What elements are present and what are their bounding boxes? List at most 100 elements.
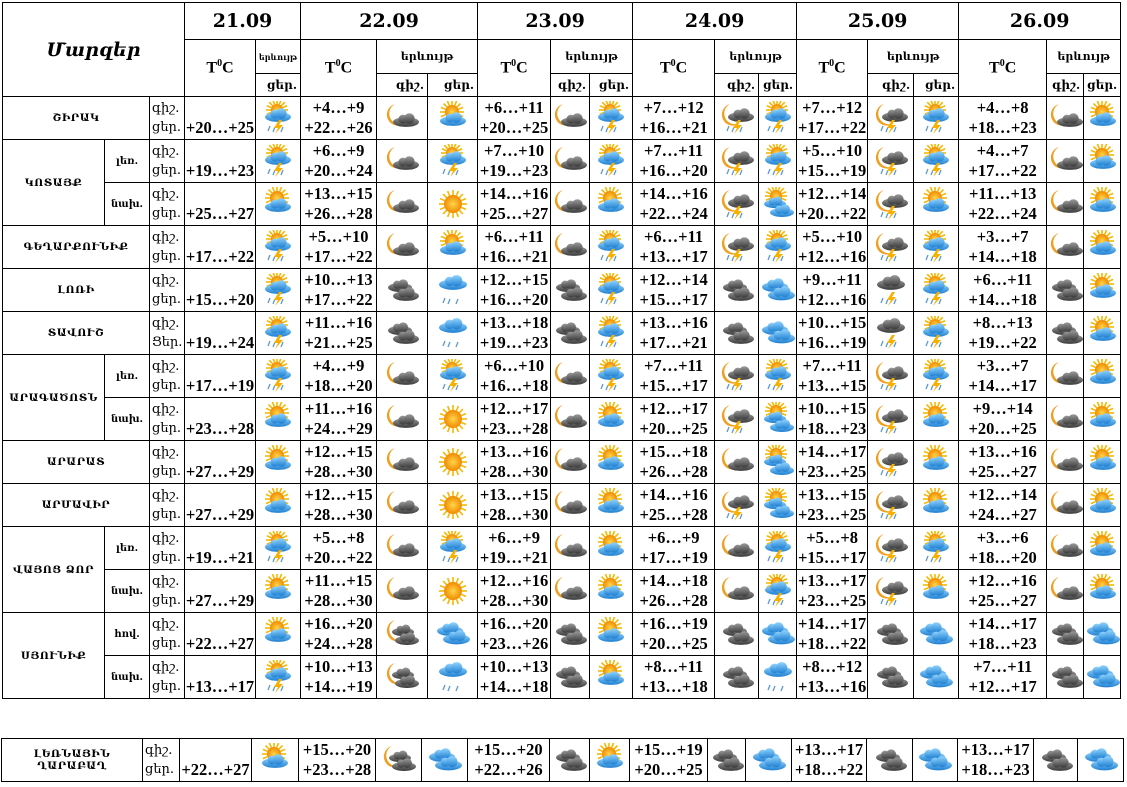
weather-icon-cell [589,225,634,269]
weather-icon-cell [589,612,634,656]
region-row: ՇԻՐԱԿ գիշ. ցեր. +20…+25 +4…+9 +22…+26 +6…+11 +2… [2,96,1122,140]
temperature-cell: +7…+11 +12…+17 [958,655,1048,699]
day-temperature: +20…+22 [797,204,867,223]
weather-icon-cell [1083,569,1122,613]
temperature-cell: +14…+17 +18…+22 [796,612,869,656]
night-temperature: +13…+17 [961,740,1030,759]
night-temperature: +4…+8 [976,98,1029,117]
day-temperature: +20…+22 [304,548,373,567]
temperature-cell: +20…+25 [184,96,257,140]
weather-icon-cell [866,738,913,782]
temperature-cell: +14…+18 +26…+28 [632,569,716,613]
temperature-cell: +7…+11 +13…+15 [796,354,869,398]
temperature-cell: +6…+10 +16…+18 [477,354,552,398]
weather-icon-cell [1046,440,1085,484]
weather-icon-cell [427,397,479,441]
temp-symbol: T [659,59,671,77]
sun-storm-icon [765,572,792,607]
zone-name: հով. [104,612,150,656]
period-labels: գիշ. ցեր. [148,526,186,570]
rain-icon [438,318,467,348]
weather-icon-cell [1083,440,1122,484]
weather-icon-cell [714,483,760,527]
temperature-cell: +10…+15 +16…+19 [796,311,869,355]
night-temperature: +9…+14 [972,399,1033,418]
sun-cloud-icon [596,742,623,768]
weather-icon-cell [427,655,479,699]
moon-cloud-icon [386,190,420,213]
moon-cloud-icon [554,233,588,256]
zone-name: նախ. [104,182,150,226]
clouds-blue-icon [428,748,462,771]
day-label: ցեր. [152,378,182,393]
sun-cloud-icon [598,659,625,685]
day-temperature: +13…+17 [639,247,708,266]
weather-icon-cell [1083,96,1122,140]
night-temperature: +7…+11 [644,356,704,375]
temperature-cell: +13…+17 +18…+23 [957,738,1034,782]
moon-cloud-icon [386,147,420,170]
sun-storm-icon [265,658,292,693]
day-temperature: +26…+28 [304,204,373,223]
weather-icon-cell [589,311,634,355]
sun-clouds-icon [764,486,795,519]
period-labels: գիշ. ցեր. [148,483,186,527]
phenomenon-header: երևույթ [714,39,798,74]
night-temperature: +6…+11 [484,227,544,246]
day-temperature: +15…+17 [797,548,867,567]
weather-icon-cell [255,311,302,355]
temp-unit: C [340,59,353,77]
night-label: գիշ. [152,445,180,460]
weather-icon-cell [427,96,479,140]
temperature-cell: +5…+8 +20…+22 [300,526,378,570]
temperature-cell: +19…+24 [184,311,257,355]
night-temperature: +13…+17 [797,571,867,590]
temperature-cell: +13…+15 +26…+28 [300,182,378,226]
weather-icon-cell [550,96,591,140]
moon-storm-icon [721,233,754,263]
night-temperature: +8…+11 [644,657,704,676]
storm-dark-icon [876,318,905,349]
weather-icon-cell [1083,397,1122,441]
clouds-dark-icon [722,279,754,301]
sun-cloud-icon [1090,186,1117,212]
rain-icon [438,275,467,305]
temp-symbol: T [206,59,218,77]
temperature-cell: +14…+16 +22…+24 [632,182,716,226]
day-temperature: +13…+18 [639,677,708,696]
sun-storm-icon [265,142,292,177]
night-temperature: +13…+16 [639,313,708,332]
day-temperature: +18…+20 [304,376,373,395]
day-temperature: +28…+30 [479,505,549,524]
night-label: գիշ. [152,574,180,589]
moon-cloud-icon [1051,190,1083,213]
weather-icon-cell [589,569,634,613]
sun-cloud-icon [265,186,292,212]
weather-icon-cell [913,96,960,140]
night-temperature: +5…+10 [802,141,863,160]
day-temperature: +27…+29 [185,462,255,481]
night-temperature: +13…+15 [797,485,867,504]
weather-icon-cell [427,612,479,656]
clouds-dark-icon [1052,623,1083,645]
moon-storm-icon [875,362,908,392]
temp-unit: C [1004,59,1017,77]
night-temperature: +15…+19 [634,740,703,759]
day-temperature: +14…+17 [968,376,1037,395]
weather-icon-cell [714,569,760,613]
night-temperature: +6…+11 [973,270,1033,289]
temperature-cell: +14…+16 +25…+28 [632,483,716,527]
weather-icon-cell [913,268,960,312]
weather-icon-cell [427,268,479,312]
weather-icon-cell [550,354,591,398]
night-temperature: +5…+10 [308,227,369,246]
moon-cloud-icon [1051,104,1083,127]
day-temperature: +20…+25 [634,760,703,779]
day-temperature: +18…+22 [797,634,867,653]
region-name: ԱՐՄԱՎԻՐ [2,483,150,527]
day-temperature: +18…+22 [794,760,864,779]
clouds-dark-icon [876,666,908,688]
weather-icon-cell [758,483,798,527]
sun-cloud-icon [923,487,950,513]
clouds-blue-icon [762,278,796,301]
